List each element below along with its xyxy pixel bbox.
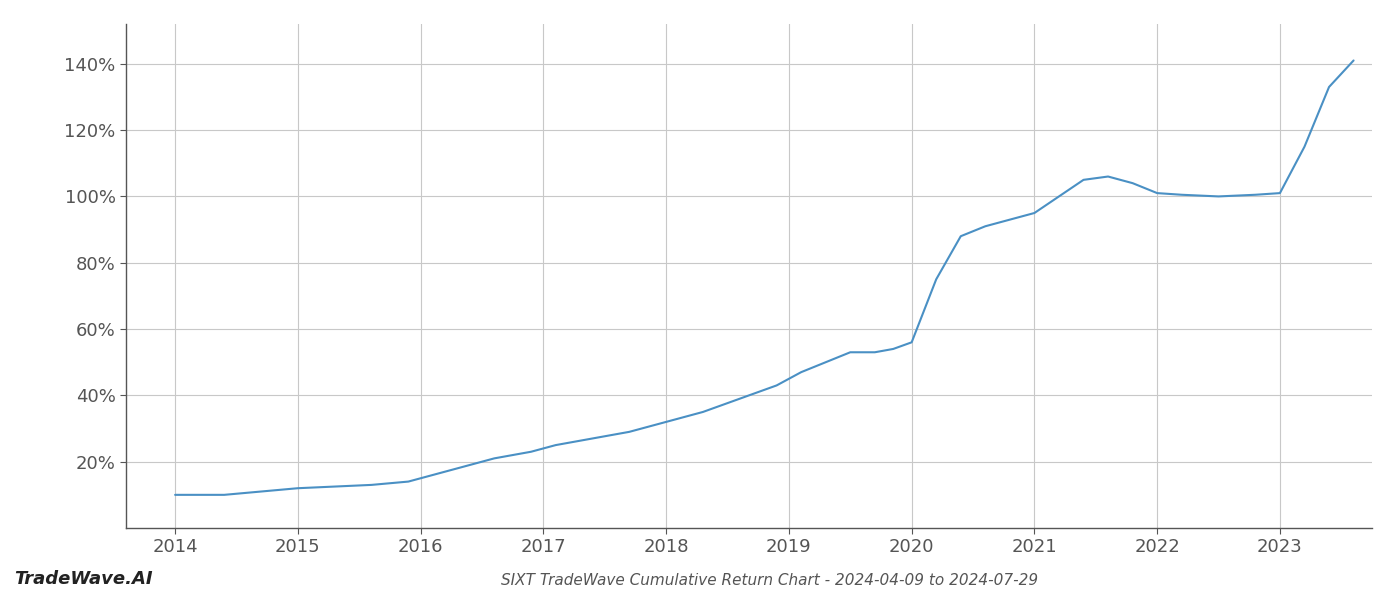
Text: TradeWave.AI: TradeWave.AI bbox=[14, 570, 153, 588]
Text: SIXT TradeWave Cumulative Return Chart - 2024-04-09 to 2024-07-29: SIXT TradeWave Cumulative Return Chart -… bbox=[501, 573, 1039, 588]
